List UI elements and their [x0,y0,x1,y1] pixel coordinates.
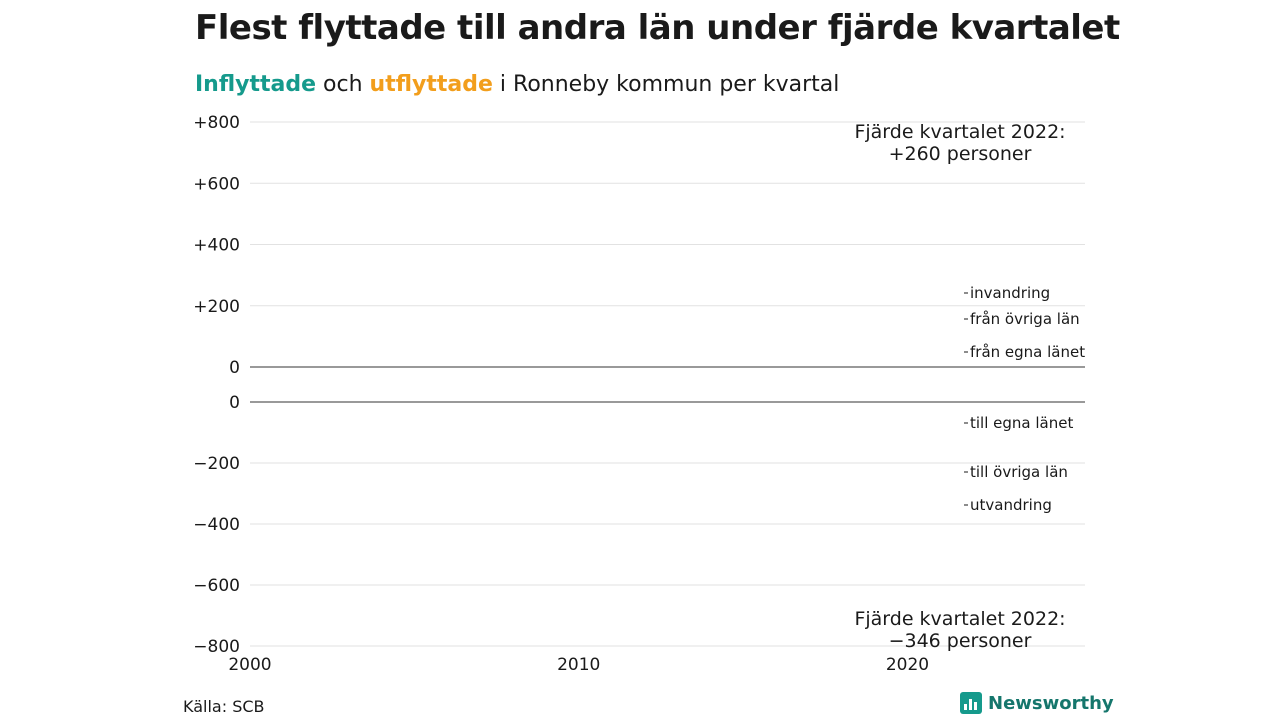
x-tick-label: 2010 [557,655,600,675]
series-label-inflow: invandring [970,284,1050,302]
x-tick-label: 2020 [886,655,929,675]
bar-chart-icon [960,692,982,714]
y-tick-label-top: +800 [193,113,240,133]
subtitle-and-word: och [323,72,363,97]
series-label-outflow: utvandring [970,496,1052,514]
y-tick-label-top: +600 [193,174,240,194]
logo-text: Newsworthy [988,692,1114,714]
y-tick-label-bottom: 0 [229,393,240,413]
series-label-inflow: från egna länet [970,343,1085,361]
annotation-bottom-line2: −346 personer [889,630,1032,652]
subtitle-rest: i Ronneby kommun per kvartal [499,72,840,97]
y-tick-label-top: +400 [193,236,240,256]
x-tick-label: 2000 [228,655,271,675]
series-label-outflow: till övriga län [970,463,1068,481]
series-label-outflow: till egna länet [970,414,1073,432]
y-tick-label-bottom: −400 [193,515,240,535]
series-label-inflow: från övriga län [970,310,1080,328]
y-tick-label-bottom: −200 [193,454,240,474]
y-tick-label-top: +200 [193,297,240,317]
subtitle-outflow-word: utflyttade [369,72,493,97]
chart-title: Flest flyttade till andra län under fjär… [195,8,1120,48]
y-tick-label-top: 0 [229,358,240,378]
y-tick-label-bottom: −800 [193,637,240,657]
chart-subtitle: Inflyttade och utflyttade i Ronneby komm… [195,72,839,97]
annotation-top-line2: +260 personer [889,143,1032,165]
y-tick-label-bottom: −600 [193,576,240,596]
source-note: Källa: SCB [183,697,265,716]
newsworthy-logo: Newsworthy [960,692,1114,714]
annotation-top-line1: Fjärde kvartalet 2022: [854,121,1065,143]
annotation-bottom-line1: Fjärde kvartalet 2022: [854,608,1065,630]
subtitle-inflow-word: Inflyttade [195,72,317,97]
